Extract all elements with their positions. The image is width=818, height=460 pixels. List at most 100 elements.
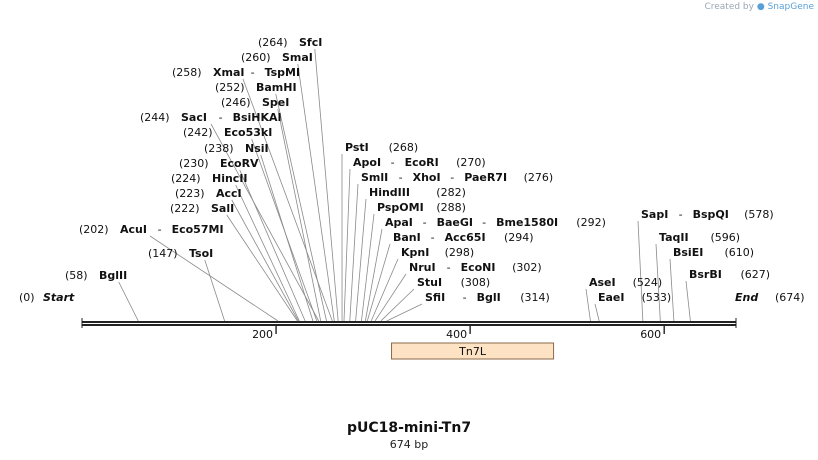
isoschizomer-separator: - — [391, 156, 395, 169]
site-position: (242) — [183, 126, 213, 139]
enzyme-name[interactable]: BglI — [477, 291, 501, 304]
enzyme-name[interactable]: TspMI — [265, 66, 301, 79]
enzyme-name[interactable]: TsoI — [189, 247, 213, 260]
enzyme-name[interactable]: NsiI — [245, 142, 269, 155]
site-leader-line — [669, 258, 675, 322]
enzyme-name[interactable]: EcoRI — [405, 156, 439, 169]
site-position: (308) — [461, 276, 491, 289]
enzyme-name[interactable]: BanI — [393, 231, 421, 244]
enzyme-name[interactable]: EcoNI — [461, 261, 496, 274]
enzyme-name[interactable]: HincII — [212, 172, 248, 185]
site-leader-line — [349, 183, 359, 322]
start-marker: (0) Start — [19, 291, 75, 304]
site-leader-line — [364, 228, 383, 322]
enzyme-name[interactable]: Acc65I — [445, 231, 486, 244]
isoschizomer-separator: - — [251, 66, 255, 79]
enzyme-name[interactable]: PaeR7I — [464, 171, 507, 184]
enzyme-name[interactable]: NruI — [409, 261, 436, 274]
ruler-ticks: 200 400 600 — [252, 326, 665, 341]
enzyme-name[interactable]: SapI — [641, 208, 668, 221]
site-leader-line — [355, 198, 367, 322]
site-leader-line — [637, 220, 644, 322]
site-leader-line — [235, 184, 300, 322]
enzyme-name[interactable]: SfiI — [425, 291, 445, 304]
site-leader-line — [685, 280, 691, 322]
isoschizomer-separator: - — [219, 111, 223, 124]
site-leader-line — [210, 123, 320, 322]
watermark-prefix: Created by — [704, 2, 754, 12]
site-position: (276) — [524, 171, 554, 184]
enzyme-name[interactable]: SacI — [181, 111, 207, 124]
site-position: (288) — [436, 201, 466, 214]
enzyme-name[interactable]: AcuI — [120, 223, 147, 236]
site-position: (244) — [140, 111, 170, 124]
enzyme-name[interactable]: XhoI — [413, 171, 441, 184]
site-leader-line — [655, 243, 661, 322]
start-label: Start — [43, 291, 75, 304]
enzyme-name[interactable]: PstI — [345, 141, 369, 154]
enzyme-name[interactable]: KpnI — [401, 246, 429, 259]
enzyme-name[interactable]: HindIII — [369, 186, 410, 199]
site-leader-line — [226, 214, 298, 322]
enzyme-name[interactable]: StuI — [417, 276, 442, 289]
site-leader-line — [204, 259, 226, 322]
isoschizomer-separator: - — [679, 208, 683, 221]
site-position: (58) — [65, 269, 88, 282]
site-position: (294) — [504, 231, 534, 244]
enzyme-name[interactable]: BamHI — [256, 81, 297, 94]
enzyme-name[interactable]: SalI — [211, 202, 234, 215]
isoschizomer-separator: - — [423, 216, 427, 229]
enzyme-name[interactable]: EaeI — [598, 291, 625, 304]
enzyme-name[interactable]: SmaI — [282, 51, 313, 64]
site-leader-line — [242, 78, 333, 322]
site-leader-line — [239, 169, 306, 322]
enzyme-name[interactable]: BglII — [99, 269, 127, 282]
site-labels: (58) BglII(147) TsoI(202) AcuI - Eco57MI(222)… — [65, 36, 774, 304]
enzyme-name[interactable]: ApoI — [353, 156, 381, 169]
feature-tn7l[interactable]: Tn7L — [391, 342, 555, 360]
site-position: (292) — [576, 216, 606, 229]
enzyme-name[interactable]: AccI — [216, 187, 242, 200]
site-leader-line — [374, 273, 407, 322]
site-leader-line — [231, 199, 299, 322]
site-position: (264) — [258, 36, 288, 49]
isoschizomer-separator: - — [431, 231, 435, 244]
enzyme-name[interactable]: BaeGI — [437, 216, 473, 229]
enzyme-name[interactable]: XmaI — [213, 66, 244, 79]
enzyme-name[interactable]: EcoRV — [220, 157, 259, 170]
site-position: (282) — [436, 186, 466, 199]
snapgene-logo-icon: ● — [756, 2, 765, 12]
enzyme-name[interactable]: Eco53kI — [224, 126, 272, 139]
enzyme-name[interactable]: AseI — [589, 276, 616, 289]
map-length: 674 bp — [389, 438, 429, 451]
enzyme-name[interactable]: Eco57MI — [172, 223, 224, 236]
enzyme-name[interactable]: BsiEI — [673, 246, 703, 259]
enzyme-name[interactable]: SfcI — [299, 36, 322, 49]
enzyme-name[interactable]: SmlI — [361, 171, 388, 184]
site-leader-line — [277, 108, 322, 322]
site-position: (238) — [204, 142, 234, 155]
isoschizomer-separator: - — [447, 261, 451, 274]
site-position: (223) — [175, 187, 205, 200]
enzyme-name[interactable]: BsiHKAI — [233, 111, 282, 124]
site-leader-line — [314, 48, 339, 322]
tick-label: 400 — [446, 328, 467, 341]
enzyme-name[interactable]: SpeI — [262, 96, 289, 109]
enzyme-name[interactable]: TaqII — [659, 231, 689, 244]
enzyme-name[interactable]: ApaI — [385, 216, 413, 229]
site-leader-line — [386, 303, 423, 322]
enzyme-name[interactable]: Bme1580I — [496, 216, 558, 229]
site-position: (270) — [456, 156, 486, 169]
feature-rect[interactable] — [391, 342, 555, 360]
enzyme-name[interactable]: BsrBI — [689, 268, 722, 281]
site-position: (246) — [221, 96, 251, 109]
enzyme-name[interactable]: PspOMI — [377, 201, 424, 214]
site-leader-line — [370, 258, 399, 322]
site-leader-line — [149, 235, 279, 322]
tick-label: 600 — [640, 328, 661, 341]
enzyme-name[interactable]: BspQI — [693, 208, 729, 221]
site-position: (298) — [445, 246, 475, 259]
isoschizomer-separator: - — [399, 171, 403, 184]
site-leader-line — [297, 63, 335, 322]
site-position: (222) — [170, 202, 200, 215]
